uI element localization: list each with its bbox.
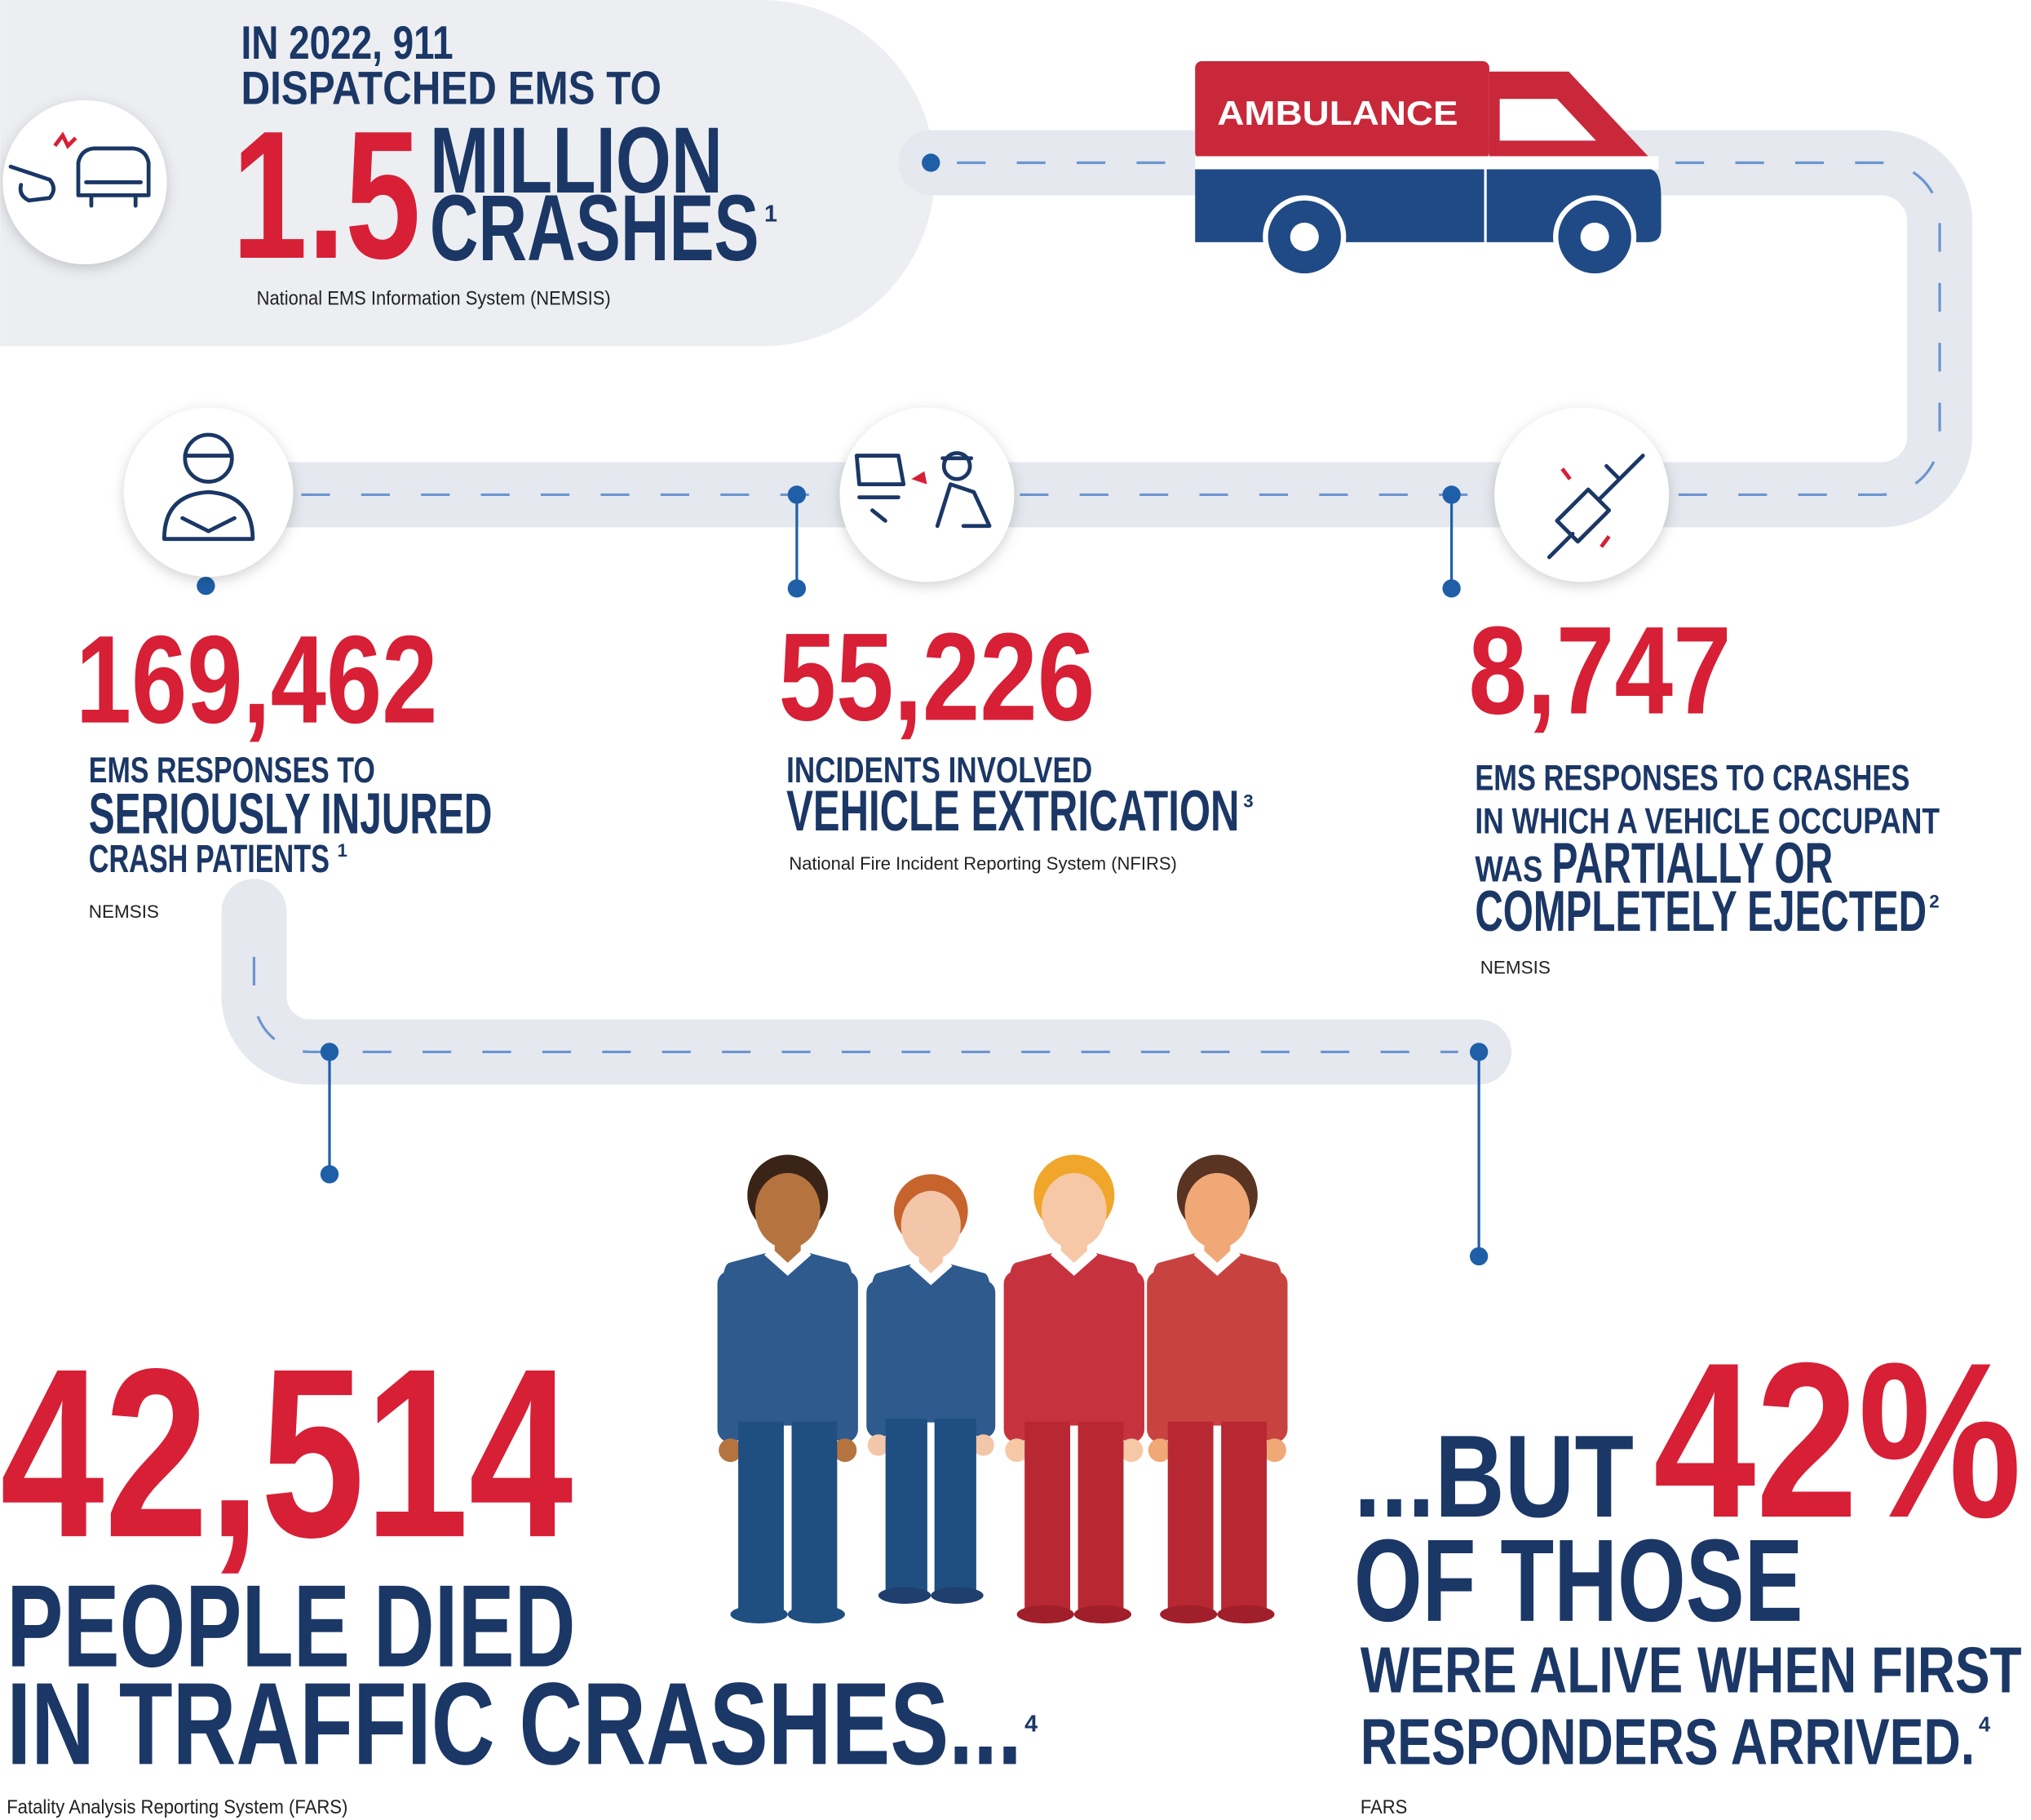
header-line: IN 2022, 911 [241, 17, 453, 69]
icon-extrication [840, 408, 1015, 582]
connectors-part [788, 579, 806, 597]
stat-line: SERIOUSLY INJURED [89, 781, 493, 845]
source: NEMSIS [89, 901, 159, 922]
infographic: AMBULANCE IN 2022, 911 DISPATCHED EMS TO… [0, 0, 2031, 1820]
connectors-part [321, 1043, 338, 1061]
stat-number: 55,226 [779, 608, 1095, 747]
alive: ...BUT 42% OF THOSE WERE ALIVE WHEN FIRS… [1354, 1317, 2022, 1818]
source: NEMSIS [1480, 958, 1551, 978]
footnote: 1 [338, 840, 347, 861]
page: EMS infographic html, body { margin: 0; … [0, 0, 2031, 1820]
ambulance-label: AMBULANCE [1217, 94, 1458, 132]
stat: 169,462 EMS RESPONSES TO SERIOUSLY INJUR… [76, 610, 493, 922]
stat: 8,747 EMS RESPONSES TO CRASHES IN WHICH … [1468, 601, 1940, 978]
people-part [718, 1155, 858, 1624]
connectors-part [1470, 1247, 1488, 1265]
connectors-part [1442, 579, 1460, 597]
people [718, 1155, 1288, 1624]
stat-number: 169,462 [76, 610, 438, 750]
footnote: 2 [1929, 891, 1939, 911]
icon-extrication-part [840, 408, 1015, 582]
source: National Fire Incident Reporting System … [789, 853, 1177, 874]
source: National EMS Information System (NEMSIS) [257, 287, 611, 309]
people-part [866, 1174, 995, 1604]
road-part [254, 911, 1479, 1052]
footnote: 1 [764, 201, 777, 227]
connectors-part [321, 1165, 338, 1183]
stat-number: 8,747 [1468, 601, 1731, 741]
page-body: {"header": {"line1": "IN 2022, 911", "li… [0, 0, 2031, 1820]
icon-crash [2, 100, 166, 264]
people-part [1147, 1155, 1287, 1624]
big-number: 1.5 [232, 94, 420, 297]
ambulance-part [1195, 157, 1658, 170]
headline: OF THOSE [1354, 1516, 1803, 1646]
big-number: 42,514 [0, 1318, 574, 1588]
source: Fatality Analysis Reporting System (FARS… [7, 1796, 347, 1818]
unit: CRASHES [430, 176, 759, 281]
icon-injured [124, 408, 293, 577]
icon-seatbelt [1494, 408, 1669, 582]
stat-line: EMS RESPONSES TO CRASHES [1475, 759, 1909, 799]
headline: IN TRAFFIC CRASHES... [7, 1658, 1022, 1789]
footnote: 3 [1243, 790, 1253, 811]
stat: 55,226 INCIDENTS INVOLVED VEHICLE EXTRIC… [779, 608, 1254, 875]
stat-line: CRASH PATIENTS [89, 838, 330, 881]
connectors-part [1442, 485, 1460, 503]
connectors-part [197, 577, 215, 595]
stat-line: COMPLETELY EJECTED [1475, 879, 1927, 943]
ambulance-part [1581, 223, 1609, 251]
headline: RESPONDERS ARRIVED. [1361, 1705, 1975, 1778]
stat-line: VEHICLE EXTRICATION [786, 778, 1239, 843]
people-part [1004, 1155, 1144, 1624]
connectors-part [922, 153, 940, 171]
headline: WERE ALIVE WHEN FIRST [1361, 1634, 2022, 1707]
source: FARS [1361, 1796, 1407, 1818]
footnote: 4 [1024, 1711, 1038, 1737]
connectors-part [1470, 1043, 1488, 1061]
connectors-part [788, 485, 806, 503]
ambulance-part [1290, 223, 1319, 251]
footnote: 4 [1979, 1713, 1991, 1736]
